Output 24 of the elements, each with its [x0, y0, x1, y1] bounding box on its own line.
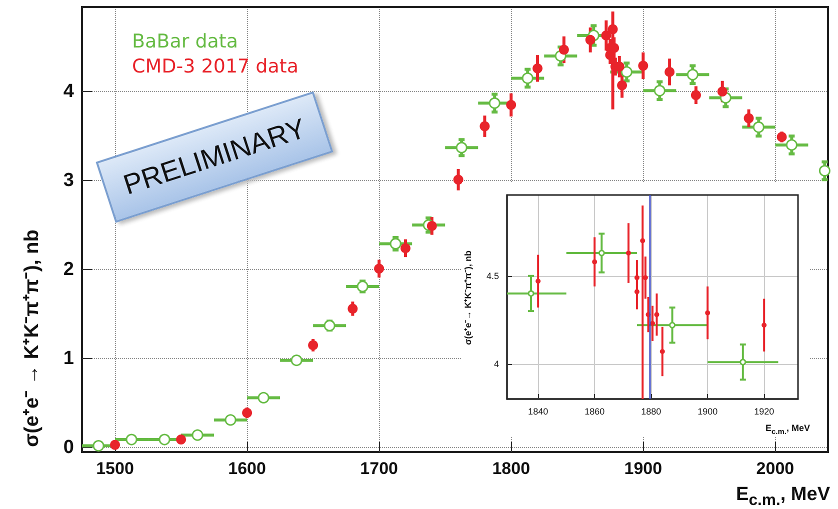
y-tick-label: 4	[63, 81, 74, 102]
y-tick-label: 4.5	[486, 270, 499, 281]
x-axis-title: E$_{c.m.}$, MeV	[765, 422, 810, 436]
y-tick-label: 1	[63, 348, 74, 370]
y-axis-title: σ(e⁺e⁻→ K⁺K⁻π⁺π⁻), nb	[463, 250, 473, 345]
x-tick-label: 2000	[756, 459, 794, 478]
x-axis-title: E$_{c.m.}$, MeV	[736, 484, 830, 509]
x-tick-label: 1700	[360, 459, 398, 478]
x-tick-label: 1800	[492, 459, 530, 478]
y-axis-title: σ(e⁺e⁻ → K⁺K⁻π⁺π⁻), nb	[21, 230, 43, 447]
y-tick-label: 4	[494, 358, 499, 369]
text: BaBar data	[132, 30, 238, 52]
x-tick-label: 1900	[698, 406, 718, 416]
x-tick-label: 1860	[584, 406, 605, 416]
y-tick-label: 0	[63, 437, 74, 458]
x-tick-label: 1880	[641, 406, 662, 416]
x-tick-label: 1500	[96, 459, 134, 478]
x-tick-label: 1900	[624, 459, 662, 478]
y-tick-label: 2	[63, 259, 74, 280]
y-tick-label: 3	[63, 170, 74, 192]
x-tick-label: 1840	[528, 406, 548, 416]
x-tick-label: 1920	[754, 406, 774, 416]
x-tick-label: 1600	[228, 459, 266, 478]
text: CMD-3 2017 data	[132, 56, 298, 78]
